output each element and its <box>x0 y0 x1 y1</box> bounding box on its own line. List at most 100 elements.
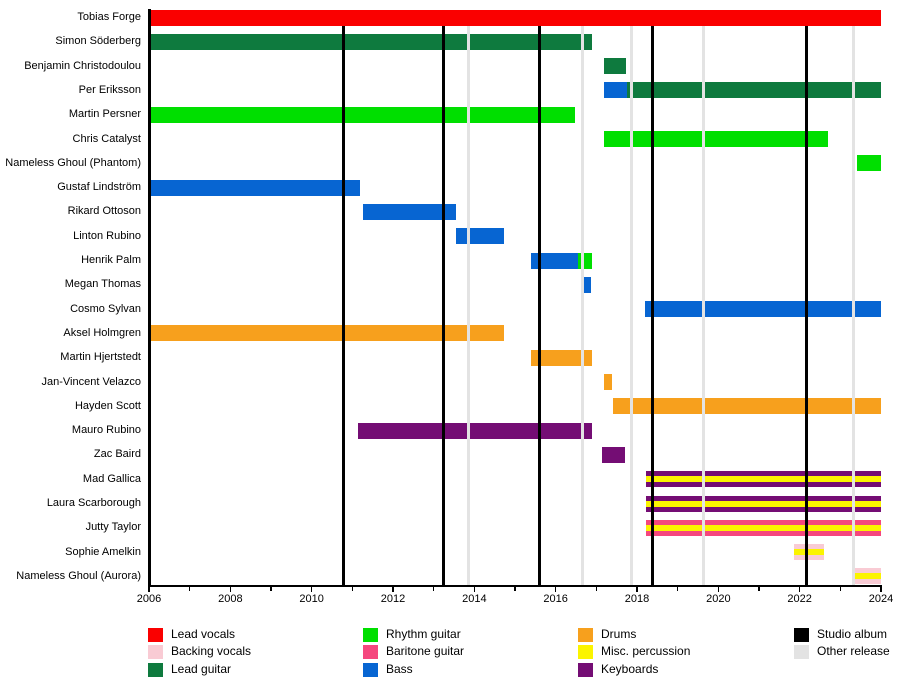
studio-album-line <box>804 26 808 585</box>
member-label: Zac Baird <box>93 448 141 461</box>
member-label: Hayden Scott <box>74 399 141 412</box>
bar-segment <box>853 568 881 585</box>
member-label: Henrik Palm <box>81 254 141 266</box>
bar-segment <box>149 106 576 123</box>
axis-tick <box>595 587 598 591</box>
bar-segment <box>149 9 881 26</box>
bar-segment <box>149 33 593 50</box>
axis-tick <box>554 587 557 592</box>
member-label: Aksel Holmgren <box>63 326 141 339</box>
legend-label: Other release <box>817 644 890 659</box>
member-label: Linton Rubino <box>73 229 141 242</box>
legend-swatch-backing_vocals <box>148 645 163 660</box>
studio-album-line <box>341 26 345 585</box>
bar-segment <box>358 422 593 439</box>
member-label: Martin Hjertstedt <box>60 351 141 364</box>
axis-tick <box>310 587 313 592</box>
axis-tick-label: 2012 <box>380 593 406 605</box>
legend-swatch-lead_guitar <box>148 662 163 677</box>
bar-segment <box>456 228 505 245</box>
bar-segment <box>602 446 625 463</box>
axis-tick <box>229 587 232 592</box>
axis-tick <box>717 587 720 592</box>
bar-stripe <box>645 500 881 507</box>
axis-tick <box>758 587 760 591</box>
bar-segment <box>604 82 627 99</box>
bar-segment <box>626 82 881 99</box>
other-release-line <box>629 26 633 585</box>
axis-tick-label: 2010 <box>299 593 324 605</box>
axis-tick <box>839 587 842 591</box>
bar-segment <box>856 155 881 172</box>
bar-segment <box>531 252 579 269</box>
legend-swatch-drums <box>578 628 593 642</box>
axis-tick-label: 2022 <box>787 593 812 605</box>
member-label: Jutty Taylor <box>85 521 141 534</box>
bar-segment <box>149 325 505 342</box>
bar-segment <box>645 471 881 488</box>
legend-label: Studio album <box>817 627 888 641</box>
axis-tick-label: 2006 <box>136 593 162 605</box>
member-label: Benjamin Christodoulou <box>24 59 141 72</box>
legend-swatch-bass <box>363 662 378 677</box>
member-label: Mad Gallica <box>82 472 141 485</box>
member-label: Martin Persner <box>68 108 141 121</box>
member-label: Sophie Amelkin <box>65 545 141 558</box>
legend-label: Lead vocals <box>171 627 236 641</box>
axis-tick-label: 2014 <box>462 593 487 605</box>
bar-segment <box>793 544 825 561</box>
studio-album-line <box>538 26 542 585</box>
member-label: Megan Thomas <box>64 278 141 291</box>
legend-label: Rhythm guitar <box>386 627 461 641</box>
member-label: Gustaf Lindström <box>57 181 141 194</box>
bar-stripe <box>793 549 825 556</box>
axis-tick-label: 2008 <box>218 593 243 605</box>
legend-label: Backing vocals <box>171 644 252 659</box>
bar-segment <box>645 301 881 318</box>
bar-stripe <box>645 476 881 483</box>
legend-label: Drums <box>601 627 637 641</box>
axis-tick <box>148 587 150 592</box>
bar-stripe <box>853 573 881 580</box>
bar-segment <box>531 349 593 366</box>
axis-tick-label: 2024 <box>868 593 894 605</box>
legend-label: Keyboards <box>601 661 659 676</box>
axis-tick <box>351 587 354 591</box>
member-label: Tobias Forge <box>77 11 141 23</box>
member-label: Nameless Ghoul (Aurora) <box>16 569 141 582</box>
member-label: Simon Söderberg <box>55 35 141 48</box>
legend-label: Misc. percussion <box>601 644 691 659</box>
member-label: Mauro Rubino <box>71 424 141 437</box>
bar-stripe <box>645 524 881 531</box>
axis-tick <box>392 587 394 592</box>
member-label: Per Eriksson <box>78 83 141 96</box>
bar-segment <box>583 276 592 293</box>
bar-segment <box>645 495 881 512</box>
bar-segment <box>612 398 881 415</box>
bar-segment <box>604 374 612 390</box>
legend: Lead vocals Backing vocals Lead guitar Rhyt… <box>0 620 900 695</box>
legend-label: Baritone guitar <box>386 644 465 659</box>
other-release-line <box>580 26 584 585</box>
axis-tick <box>880 587 882 592</box>
axis-tick <box>188 587 191 591</box>
member-label: Rikard Ottoson <box>67 205 141 218</box>
axis-tick-label: 2018 <box>624 593 650 605</box>
axis-tick <box>432 587 435 591</box>
legend-swatch-lead_vocals <box>148 628 163 642</box>
bar-segment <box>604 58 626 75</box>
member-label: Cosmo Sylvan <box>70 302 141 315</box>
axis-tick <box>270 587 272 591</box>
legend-swatch-rhythm_guitar <box>363 628 378 642</box>
legend-label: Lead guitar <box>171 661 232 676</box>
x-axis-line <box>148 585 882 587</box>
axis-tick <box>473 587 476 592</box>
other-release-line <box>851 26 855 585</box>
axis-tick-label: 2020 <box>706 593 731 605</box>
member-label: Laura Scarborough <box>46 497 141 509</box>
legend-swatch-keyboards <box>578 662 593 677</box>
legend-swatch-studio_album <box>794 628 809 642</box>
other-release-line <box>701 26 705 585</box>
legend-label: Bass <box>386 661 413 676</box>
axis-tick-label: 2016 <box>543 593 568 605</box>
